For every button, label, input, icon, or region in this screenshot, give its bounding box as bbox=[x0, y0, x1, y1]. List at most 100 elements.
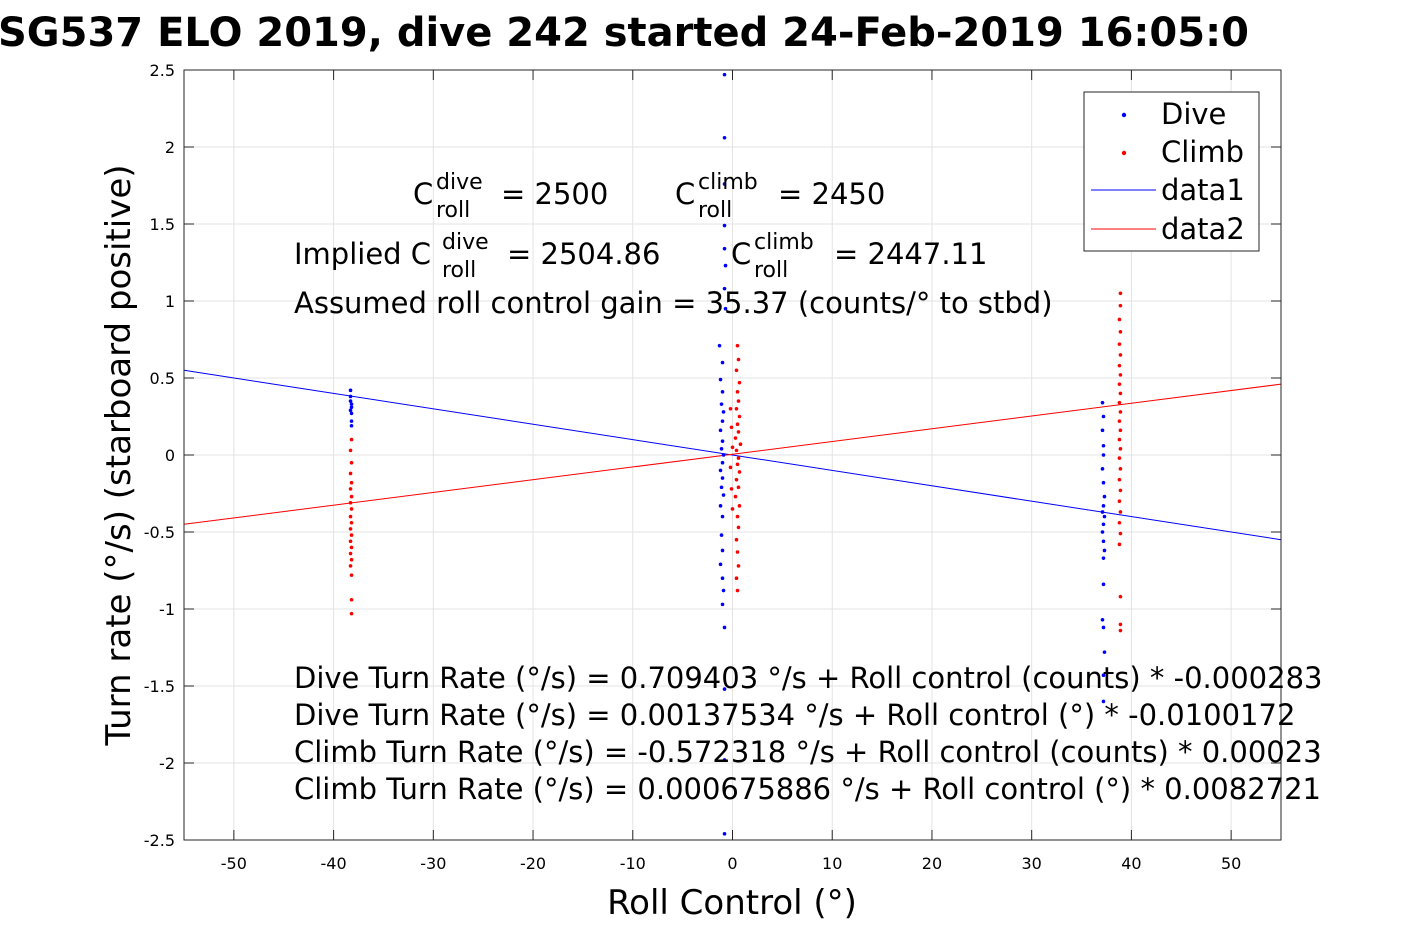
data-point-dive bbox=[717, 343, 722, 348]
data-point-dive bbox=[1101, 504, 1106, 508]
data-point-climb bbox=[1118, 410, 1123, 414]
data-point-climb bbox=[348, 514, 353, 519]
data-point-climb bbox=[735, 422, 740, 427]
data-point-dive bbox=[349, 405, 354, 410]
data-point-climb bbox=[734, 448, 739, 453]
data-point-dive bbox=[722, 687, 727, 691]
data-point-climb bbox=[349, 437, 354, 442]
y-tick-label: -1.5 bbox=[144, 677, 175, 696]
data-point-climb bbox=[1117, 437, 1122, 442]
data-point-dive bbox=[718, 428, 723, 433]
data-point-dive bbox=[1101, 699, 1106, 704]
data-point-climb bbox=[736, 525, 741, 530]
data-point-climb bbox=[1117, 542, 1122, 547]
data-point-dive bbox=[720, 460, 725, 465]
data-point-climb bbox=[728, 407, 733, 411]
data-point-climb bbox=[735, 462, 740, 467]
data-point-climb bbox=[1117, 342, 1122, 346]
data-point-dive bbox=[1102, 548, 1107, 553]
data-point-dive bbox=[722, 223, 727, 228]
data-point-dive bbox=[720, 419, 725, 423]
data-point-dive bbox=[722, 625, 727, 630]
data-point-dive bbox=[1101, 539, 1106, 544]
implied-climb-prefix: C bbox=[731, 237, 751, 271]
data-point-dive bbox=[720, 514, 725, 519]
data-point-climb bbox=[734, 477, 739, 482]
y-tick-label: 2.5 bbox=[150, 61, 175, 80]
data-point-climb bbox=[1118, 391, 1123, 396]
legend-label-climb: Climb bbox=[1161, 135, 1244, 169]
data-point-dive bbox=[722, 246, 727, 251]
data-point-climb bbox=[1118, 353, 1123, 357]
data-point-dive bbox=[349, 419, 354, 423]
x-tick-label: 50 bbox=[1221, 854, 1241, 873]
data-point-dive bbox=[1101, 582, 1106, 587]
data-point-climb bbox=[1117, 456, 1122, 460]
x-tick-label: 10 bbox=[822, 854, 842, 873]
c-roll-dive-sup: dive bbox=[436, 170, 483, 195]
data-point-climb bbox=[1117, 317, 1122, 322]
data-point-dive bbox=[722, 758, 727, 762]
data-point-climb bbox=[736, 399, 741, 403]
data-point-climb bbox=[735, 588, 740, 593]
data-point-climb bbox=[1118, 622, 1123, 627]
data-point-dive bbox=[722, 832, 727, 836]
y-tick-label: 0 bbox=[165, 446, 175, 465]
data-point-climb bbox=[730, 507, 735, 511]
data-point-climb bbox=[348, 487, 353, 491]
data-point-dive bbox=[1101, 673, 1106, 678]
data-point-climb bbox=[1117, 499, 1122, 504]
legend-marker-dive bbox=[1121, 112, 1127, 118]
data-point-climb bbox=[349, 545, 354, 550]
data-point-dive bbox=[1101, 480, 1106, 485]
data-point-climb bbox=[734, 368, 739, 373]
data-point-dive bbox=[1101, 414, 1106, 419]
data-point-dive bbox=[1100, 510, 1105, 514]
data-point-dive bbox=[1100, 530, 1105, 534]
data-point-climb bbox=[736, 564, 741, 568]
x-axis-label: Roll Control (°) bbox=[607, 883, 857, 923]
x-tick-label: -40 bbox=[321, 854, 347, 873]
annotation-implied-climb: C climb roll = 2447.11 bbox=[731, 230, 987, 283]
data-point-dive bbox=[720, 576, 725, 580]
data-point-climb bbox=[1118, 594, 1123, 599]
data-point-dive bbox=[723, 263, 728, 268]
c-roll-climb-prefix: C bbox=[675, 177, 695, 211]
data-point-dive bbox=[720, 548, 725, 553]
data-point-dive bbox=[349, 402, 354, 406]
data-point-dive bbox=[722, 182, 727, 186]
data-point-dive bbox=[719, 533, 724, 537]
fit-annotation-3: Climb Turn Rate (°/s) = -0.572318 °/s + … bbox=[294, 735, 1322, 769]
data-point-dive bbox=[348, 408, 353, 413]
implied-climb-sup: climb bbox=[754, 230, 814, 255]
data-point-climb bbox=[349, 573, 354, 577]
data-point-dive bbox=[1101, 625, 1106, 630]
data-point-dive bbox=[349, 423, 354, 428]
c-roll-climb-value: = 2450 bbox=[778, 177, 885, 211]
data-point-climb bbox=[1118, 467, 1123, 471]
data-point-climb bbox=[734, 537, 739, 542]
implied-dive-sup: dive bbox=[442, 230, 489, 255]
y-tick-label: 1 bbox=[165, 292, 175, 311]
data-point-dive bbox=[348, 399, 353, 403]
data-point-climb bbox=[348, 539, 353, 544]
data-point-dive bbox=[1101, 522, 1106, 527]
data-point-climb bbox=[348, 564, 353, 568]
data-point-dive bbox=[719, 485, 724, 490]
fit-annotation-2: Dive Turn Rate (°/s) = 0.00137534 °/s + … bbox=[294, 698, 1295, 732]
c-roll-dive-value: = 2500 bbox=[501, 177, 608, 211]
data-point-dive bbox=[722, 72, 727, 77]
x-tick-label: 40 bbox=[1121, 854, 1141, 873]
data-point-dive bbox=[1102, 650, 1107, 654]
data-point-climb bbox=[1117, 520, 1122, 525]
legend-label-dive: Dive bbox=[1161, 97, 1226, 131]
legend-marker-climb bbox=[1121, 150, 1127, 156]
y-tick-label: -2.5 bbox=[144, 831, 175, 850]
data-point-climb bbox=[735, 550, 740, 554]
data-point-climb bbox=[738, 442, 743, 447]
data-point-climb bbox=[734, 407, 739, 411]
data-point-dive bbox=[348, 394, 353, 399]
data-point-dive bbox=[721, 453, 726, 457]
data-point-dive bbox=[720, 439, 725, 443]
